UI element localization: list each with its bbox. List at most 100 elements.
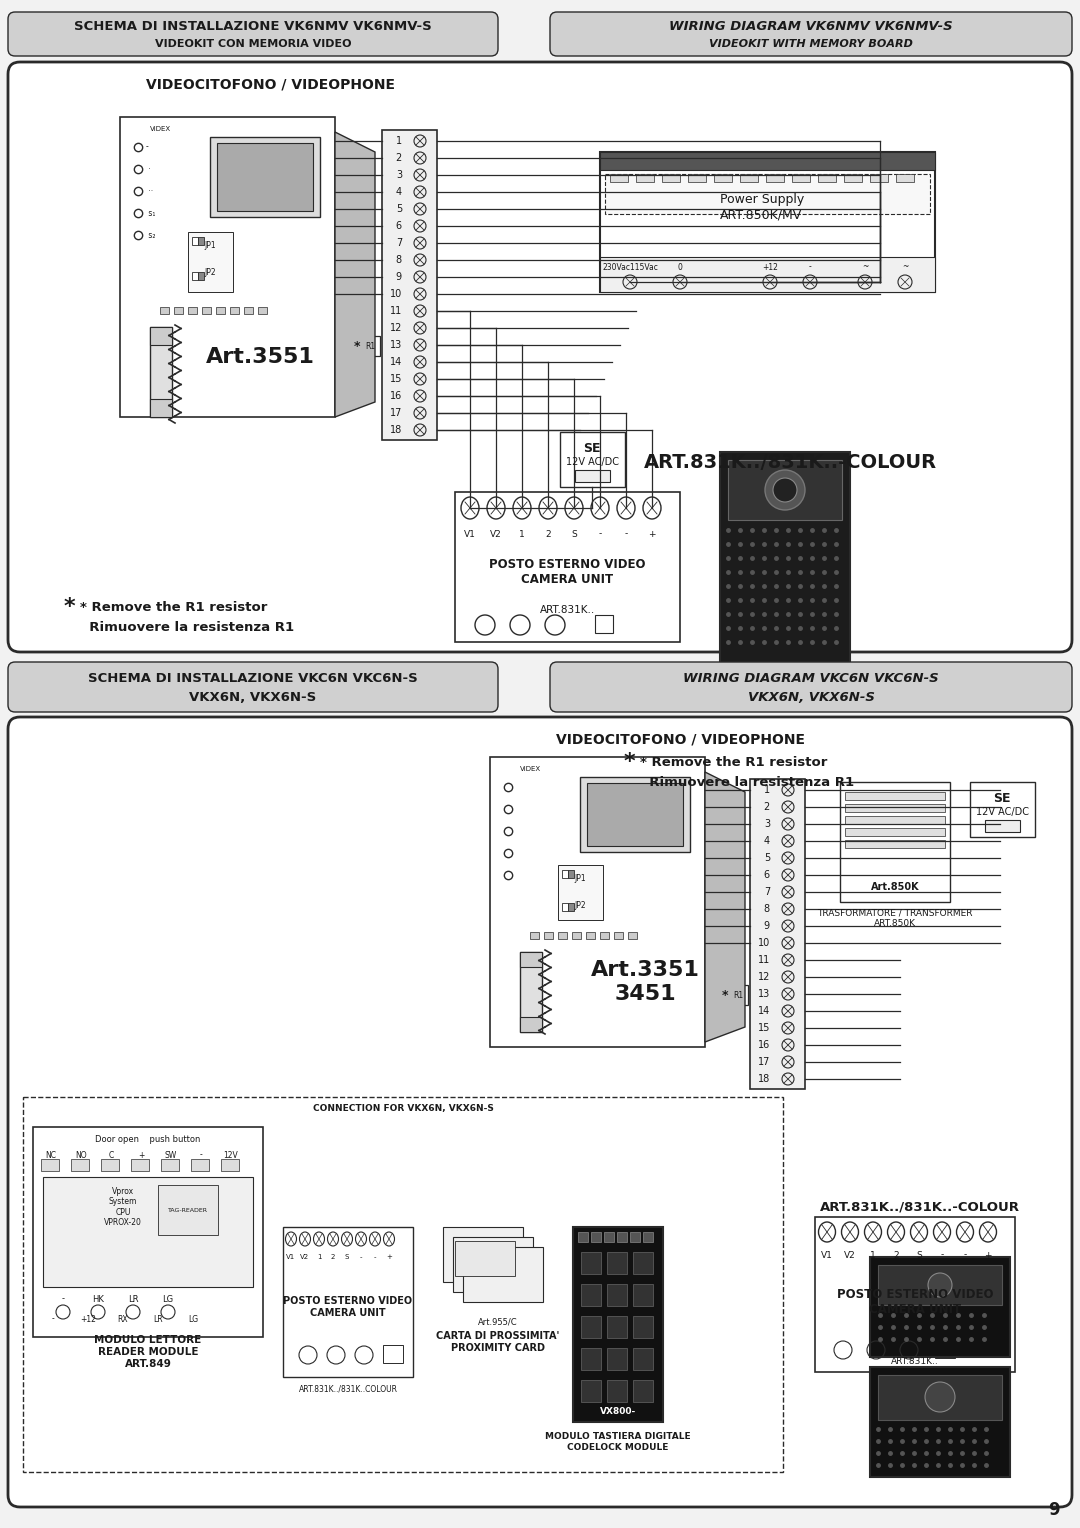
- Text: 5: 5: [764, 853, 770, 863]
- Polygon shape: [705, 772, 745, 1042]
- Text: *: *: [64, 597, 76, 617]
- Bar: [600, 151, 935, 170]
- Text: VIDEOKIT WITH MEMORY BOARD: VIDEOKIT WITH MEMORY BOARD: [710, 40, 913, 49]
- Bar: [198, 272, 204, 280]
- Text: 3: 3: [764, 819, 770, 830]
- Bar: [174, 307, 183, 313]
- Text: ART.831K..: ART.831K..: [540, 605, 595, 614]
- Text: 2: 2: [893, 1250, 899, 1259]
- FancyBboxPatch shape: [8, 717, 1072, 1507]
- Bar: [627, 932, 637, 940]
- Bar: [562, 903, 568, 911]
- Circle shape: [924, 1381, 955, 1412]
- Text: -: -: [62, 1294, 65, 1303]
- Text: MODULO TASTIERA DIGITALE
CODELOCK MODULE: MODULO TASTIERA DIGITALE CODELOCK MODULE: [545, 1432, 691, 1452]
- Text: 11: 11: [758, 955, 770, 966]
- FancyBboxPatch shape: [8, 662, 498, 712]
- Text: CONNECTION FOR VKX6N, VKX6N-S: CONNECTION FOR VKX6N, VKX6N-S: [312, 1105, 494, 1114]
- Bar: [575, 471, 610, 481]
- Text: S: S: [571, 530, 577, 538]
- Bar: [568, 903, 573, 911]
- Text: -: -: [146, 142, 149, 151]
- Bar: [519, 952, 542, 1031]
- Bar: [283, 1227, 413, 1377]
- Bar: [360, 336, 380, 356]
- Text: s₁: s₁: [146, 208, 156, 217]
- Text: 9: 9: [396, 272, 402, 283]
- Text: ~: ~: [902, 263, 908, 272]
- Text: -: -: [52, 1314, 54, 1323]
- Text: 1: 1: [316, 1254, 321, 1261]
- Text: 18: 18: [758, 1074, 770, 1083]
- Text: 1: 1: [764, 785, 770, 795]
- Text: 230Vac115Vac: 230Vac115Vac: [602, 263, 658, 272]
- Text: V1: V1: [821, 1250, 833, 1259]
- Bar: [191, 1160, 210, 1170]
- Bar: [572, 932, 581, 940]
- Bar: [591, 1232, 600, 1242]
- Text: +: +: [984, 1250, 991, 1259]
- Text: R1: R1: [365, 341, 375, 350]
- Bar: [382, 130, 437, 440]
- Text: V2: V2: [845, 1250, 855, 1259]
- Text: 1: 1: [396, 136, 402, 147]
- Bar: [845, 828, 945, 836]
- Circle shape: [765, 471, 805, 510]
- Bar: [845, 792, 945, 801]
- Bar: [720, 452, 850, 692]
- Text: ART.831K../831K..-COLOUR: ART.831K../831K..-COLOUR: [644, 452, 936, 472]
- Text: 13: 13: [758, 989, 770, 999]
- Bar: [544, 932, 553, 940]
- Bar: [216, 307, 225, 313]
- Bar: [604, 1232, 615, 1242]
- Text: +: +: [386, 1254, 392, 1261]
- Circle shape: [928, 1273, 951, 1297]
- Bar: [581, 1284, 600, 1306]
- Bar: [633, 1380, 653, 1403]
- Text: ··: ··: [146, 186, 153, 196]
- Text: 8: 8: [764, 905, 770, 914]
- Text: 17: 17: [390, 408, 402, 419]
- Bar: [878, 1375, 1002, 1420]
- Text: C: C: [108, 1151, 113, 1160]
- Text: VKX6N, VKX6N-S: VKX6N, VKX6N-S: [189, 691, 316, 703]
- Bar: [562, 869, 568, 879]
- Text: V2: V2: [300, 1254, 310, 1261]
- Text: Art.3551: Art.3551: [205, 347, 314, 367]
- FancyBboxPatch shape: [550, 12, 1072, 57]
- FancyBboxPatch shape: [8, 63, 1072, 652]
- Bar: [519, 1018, 542, 1031]
- Text: 1: 1: [519, 530, 525, 538]
- Bar: [615, 932, 623, 940]
- Bar: [633, 1348, 653, 1371]
- Text: 2: 2: [764, 802, 770, 811]
- Text: 18: 18: [390, 425, 402, 435]
- Bar: [558, 932, 567, 940]
- Text: ART.831K../831K..-COLOUR: ART.831K../831K..-COLOUR: [820, 1201, 1020, 1213]
- Text: ~: ~: [862, 263, 868, 272]
- Bar: [192, 272, 198, 280]
- Bar: [745, 662, 825, 680]
- Text: TRASFORMATORE / TRANSFORMER
ART.850K: TRASFORMATORE / TRANSFORMER ART.850K: [818, 908, 973, 927]
- Text: 16: 16: [758, 1041, 770, 1050]
- Text: 15: 15: [390, 374, 402, 384]
- Text: 16: 16: [390, 391, 402, 400]
- Text: JP1: JP1: [204, 240, 216, 249]
- Bar: [740, 174, 758, 182]
- Text: VKX6N, VKX6N-S: VKX6N, VKX6N-S: [747, 691, 875, 703]
- Bar: [23, 1097, 783, 1471]
- Text: +12: +12: [762, 263, 778, 272]
- Text: 2: 2: [395, 153, 402, 163]
- Bar: [558, 865, 603, 920]
- Text: -: -: [598, 530, 602, 538]
- Bar: [595, 614, 613, 633]
- Text: VIDEOKIT CON MEMORIA VIDEO: VIDEOKIT CON MEMORIA VIDEO: [154, 40, 351, 49]
- Text: R1: R1: [733, 990, 743, 999]
- Bar: [43, 1177, 253, 1287]
- Text: 10: 10: [758, 938, 770, 947]
- Text: JP1: JP1: [575, 874, 585, 883]
- Bar: [198, 237, 204, 244]
- Bar: [33, 1128, 264, 1337]
- Bar: [455, 1241, 515, 1276]
- Text: 3: 3: [396, 170, 402, 180]
